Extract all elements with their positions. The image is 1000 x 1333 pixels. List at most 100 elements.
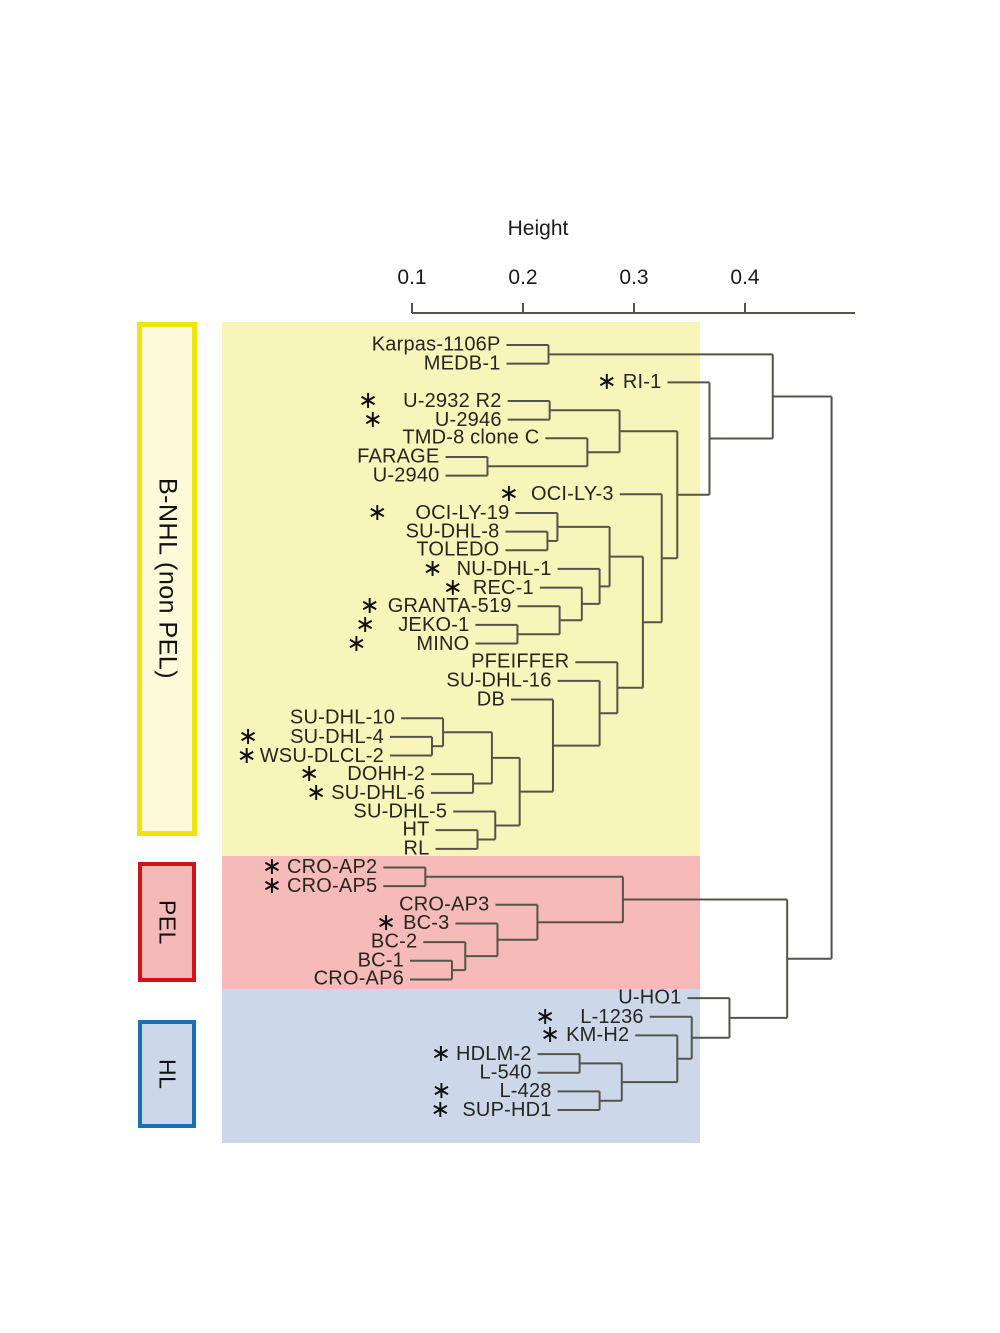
leaf-label: L-540 <box>479 1062 531 1082</box>
leaf-label: ∗ WSU-DLCL-2 <box>237 743 384 767</box>
leaf-label-text: TMD-8 clone C <box>402 426 540 449</box>
leaf-label-text: L-540 <box>479 1061 532 1084</box>
pel-group-label: PEL <box>154 899 181 945</box>
leaf-label: ∗ MINO <box>346 631 470 655</box>
leaf-label: ∗ RI-1 <box>597 369 662 394</box>
hl-group-box: HL <box>138 1020 196 1128</box>
leaf-label-text: Karpas-1106P <box>371 333 501 356</box>
leaf-label: U-HO1 <box>618 988 681 1008</box>
leaf-label-text: HT <box>402 818 430 841</box>
asterisk-marker: ∗ <box>261 852 283 881</box>
leaf-label-text: SU-DHL-6 <box>331 781 426 804</box>
leaf-label-text: MEDB-1 <box>423 352 501 375</box>
leaf-label-text: OCI-LY-3 <box>531 483 614 506</box>
leaf-label: Karpas-1106P <box>372 335 501 355</box>
asterisk-marker: ∗ <box>362 404 383 433</box>
leaf-label: SU-DHL-10 <box>290 708 395 728</box>
leaf-label: ∗ L-1236 <box>535 1004 644 1028</box>
hl-group-label: HL <box>154 1058 181 1090</box>
leaf-label-text: DOHH-2 <box>347 763 426 786</box>
asterisk-marker: ∗ <box>261 871 283 900</box>
leaf-label-text: CRO-AP6 <box>313 968 404 991</box>
leaf-label: RL <box>404 838 430 858</box>
leaf-label-text: RL <box>403 837 430 860</box>
asterisk-marker: ∗ <box>359 591 380 620</box>
leaf-label: ∗ U-2932 R2 <box>358 388 502 412</box>
asterisk-marker: ∗ <box>431 1076 452 1105</box>
asterisk-marker: ∗ <box>596 367 617 396</box>
leaf-label-text: U-2940 <box>372 464 440 487</box>
leaf-label-text: DB <box>476 688 505 711</box>
leaf-label-text: SU-DHL-16 <box>446 669 552 692</box>
hl-band <box>222 989 700 1143</box>
asterisk-marker: ∗ <box>430 1095 451 1124</box>
leaf-label: SU-DHL-16 <box>446 670 551 690</box>
leaf-label: CRO-AP3 <box>399 894 489 914</box>
leaf-label-text: WSU-DLCL-2 <box>259 744 384 767</box>
leaf-label-text: OCI-LY-19 <box>415 502 510 525</box>
asterisk-marker: ∗ <box>236 740 257 769</box>
leaf-label-text: NU-DHL-1 <box>456 557 552 580</box>
leaf-label: ∗ JEKO-1 <box>355 612 469 636</box>
leaf-label: MEDB-1 <box>424 353 501 373</box>
leaf-label-text: U-2946 <box>434 408 502 431</box>
pel-group-box: PEL <box>138 862 196 982</box>
leaf-label-text: KM-H2 <box>566 1024 630 1047</box>
leaf-label: ∗ BC-3 <box>376 911 449 935</box>
leaf-label-text: HDLM-2 <box>455 1043 532 1066</box>
leaf-label: ∗ HDLM-2 <box>431 1041 532 1066</box>
leaf-label: CRO-AP6 <box>314 969 404 989</box>
leaf-label: BC-1 <box>358 950 404 970</box>
leaf-label-text: BC-1 <box>357 949 404 972</box>
leaf-label: ∗ DOHH-2 <box>299 761 426 786</box>
bnhl-group-label: B-NHL (non PEL) <box>153 478 182 680</box>
asterisk-marker: ∗ <box>355 609 376 638</box>
asterisk-marker: ∗ <box>367 498 388 527</box>
axis-tick-label: 0.1 <box>397 266 427 289</box>
leaf-label: FARAGE <box>357 447 439 467</box>
leaf-label-text: PFEIFFER <box>471 650 570 673</box>
asterisk-marker: ∗ <box>299 759 320 788</box>
asterisk-marker: ∗ <box>422 553 443 582</box>
axis-title: Height <box>507 217 569 240</box>
leaf-label-text: L-1236 <box>580 1005 644 1028</box>
leaf-label: ∗ GRANTA-519 <box>360 593 512 617</box>
leaf-label: TMD-8 clone C <box>402 428 539 448</box>
axis-tick-label: 0.4 <box>730 266 760 289</box>
asterisk-marker: ∗ <box>498 479 519 508</box>
leaf-label-text: MINO <box>416 632 470 655</box>
leaf-label: ∗ SU-DHL-6 <box>306 780 426 804</box>
leaf-label-text: FARAGE <box>357 445 440 468</box>
leaf-label-text: TOLEDO <box>416 538 500 561</box>
asterisk-marker: ∗ <box>358 386 379 415</box>
leaf-label: PFEIFFER <box>471 652 569 672</box>
leaf-label-text: CRO-AP2 <box>287 856 378 879</box>
leaf-label: ∗ OCI-LY-19 <box>367 500 510 525</box>
leaf-label: ∗ CRO-AP5 <box>262 873 378 898</box>
leaf-label: ∗ L-428 <box>431 1078 552 1103</box>
leaf-label: TOLEDO <box>416 540 499 560</box>
leaf-label: ∗ KM-H2 <box>540 1022 630 1047</box>
leaf-label: ∗ SUP-HD1 <box>430 1097 551 1121</box>
asterisk-marker: ∗ <box>346 628 367 657</box>
leaf-label-text: SU-DHL-4 <box>290 725 384 748</box>
asterisk-marker: ∗ <box>535 1001 556 1030</box>
leaf-label-text: CRO-AP5 <box>287 875 378 898</box>
leaf-label-text: U-HO1 <box>618 986 682 1009</box>
leaf-label-text: SU-DHL-10 <box>289 706 396 729</box>
asterisk-marker: ∗ <box>306 777 327 806</box>
bnhl-group-box: B-NHL (non PEL) <box>137 322 197 836</box>
leaf-label: SU-DHL-8 <box>406 521 500 541</box>
leaf-label-text: SU-DHL-5 <box>353 800 448 823</box>
leaf-label: ∗ REC-1 <box>443 575 534 599</box>
leaf-label-text: RI-1 <box>622 371 662 394</box>
leaf-label-text: BC-2 <box>370 930 418 953</box>
leaf-label-text: L-428 <box>499 1080 552 1103</box>
asterisk-marker: ∗ <box>430 1039 451 1068</box>
leaf-label: ∗ OCI-LY-3 <box>499 481 614 506</box>
asterisk-marker: ∗ <box>539 1020 561 1049</box>
leaf-label: ∗ NU-DHL-1 <box>423 556 552 580</box>
leaf-label: SU-DHL-5 <box>353 801 447 821</box>
